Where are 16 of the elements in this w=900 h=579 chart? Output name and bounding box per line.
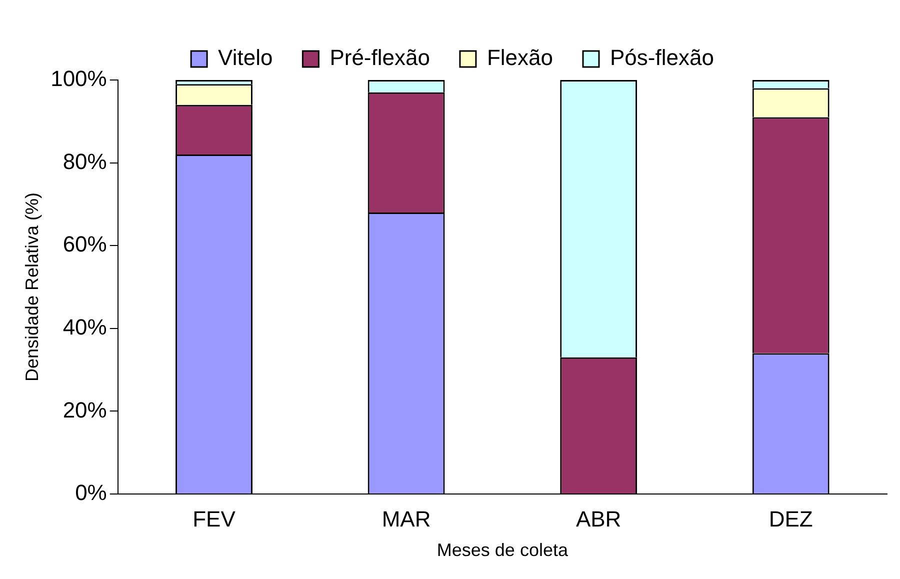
legend-label: Pré-flexão xyxy=(330,45,430,70)
x-tick-label: DEZ xyxy=(768,506,813,532)
x-tick-label: FEV xyxy=(192,506,236,532)
y-tick-label: 0% xyxy=(75,480,107,506)
legend-label: Flexão xyxy=(486,45,554,70)
legend-label: Pós-flexão xyxy=(610,45,714,70)
y-tick-label: 20% xyxy=(62,397,107,422)
y-tick-label: 100% xyxy=(50,66,107,92)
x-axis-title: Meses de coleta xyxy=(436,540,569,560)
y-tick-label: 60% xyxy=(62,232,107,257)
x-tick-label: ABR xyxy=(576,506,622,532)
y-tick-label: 80% xyxy=(62,148,107,174)
legend-label: Vitelo xyxy=(218,45,273,70)
y-tick-label: 40% xyxy=(62,314,107,340)
y-axis-title: Densidade Relativa (%) xyxy=(22,192,42,382)
x-tick-label: MAR xyxy=(382,506,431,532)
